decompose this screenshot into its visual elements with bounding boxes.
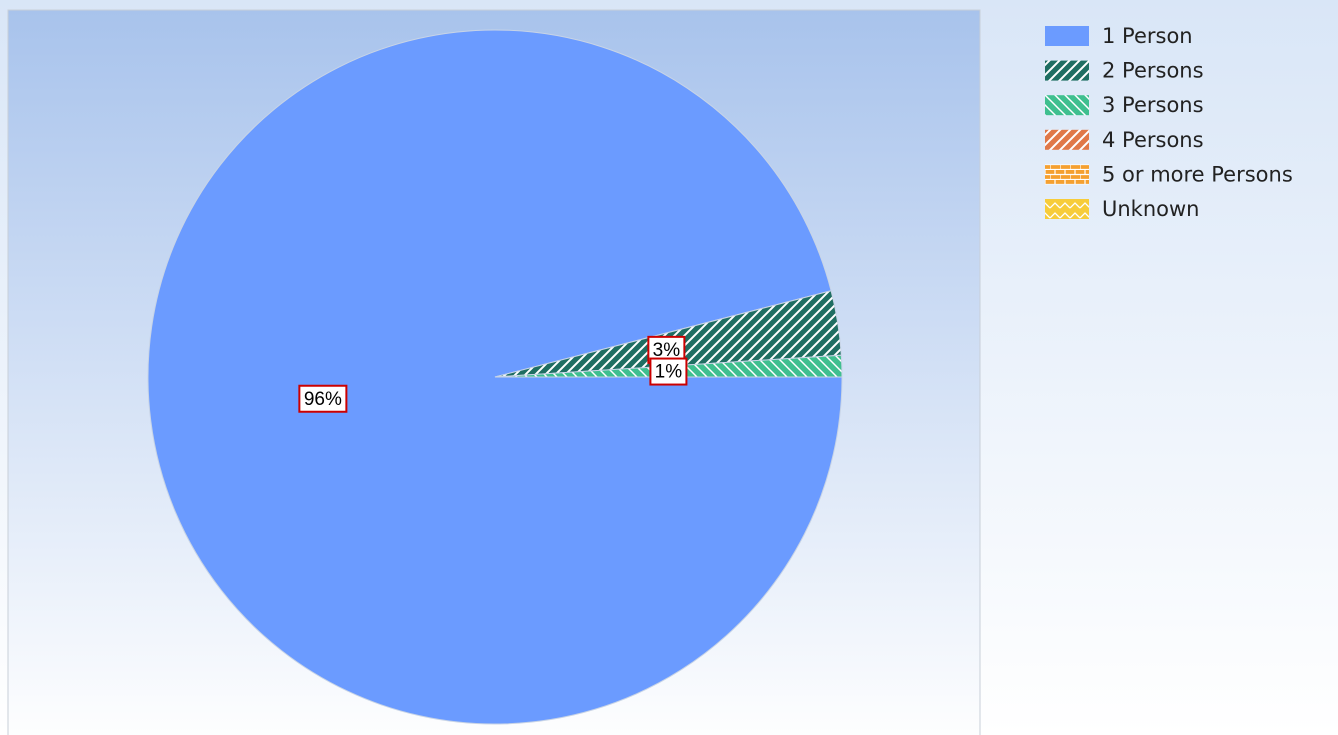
legend-swatch xyxy=(1045,60,1089,81)
label-box xyxy=(649,357,688,386)
legend-swatch xyxy=(1045,95,1089,116)
legend-label: 4 Persons xyxy=(1102,128,1204,152)
data-label: 3% xyxy=(653,340,681,361)
legend-label: 5 or more Persons xyxy=(1102,162,1293,186)
data-label: 96% xyxy=(304,389,342,410)
legend-swatch xyxy=(1045,129,1089,150)
legend-swatch xyxy=(1045,199,1089,219)
legend-label: 2 Persons xyxy=(1102,59,1204,83)
legend-label: 3 Persons xyxy=(1102,93,1204,117)
legend-swatch xyxy=(1045,26,1089,46)
legend-label: 1 Person xyxy=(1102,24,1193,48)
legend-swatch xyxy=(1045,164,1089,185)
data-label: 1% xyxy=(655,362,683,383)
legend-label: Unknown xyxy=(1102,197,1199,221)
label-box xyxy=(298,384,348,413)
